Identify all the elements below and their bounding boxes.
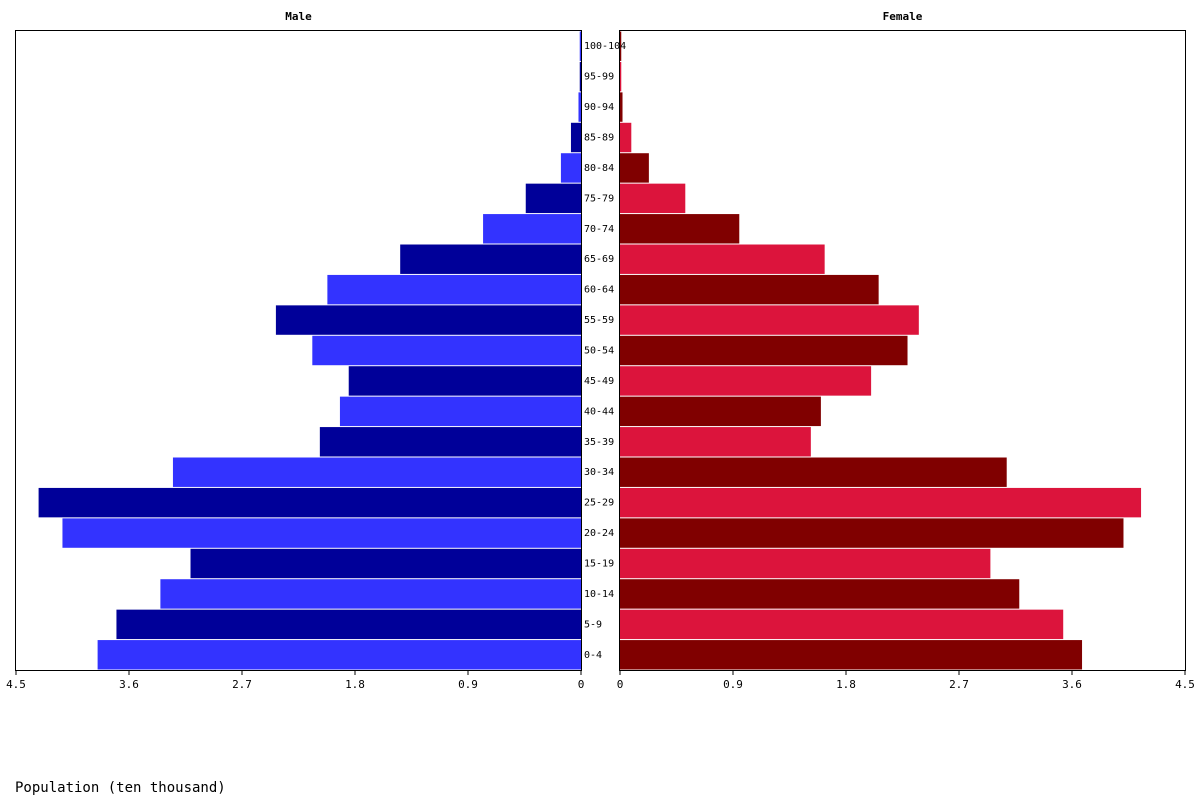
bar [620,122,632,153]
female-panel-frame [619,30,1186,671]
category-label: 25-29 [584,498,614,509]
bar [525,183,581,214]
x-tick-label: 0 [617,678,624,691]
category-label: 35-39 [584,437,614,448]
bar [327,274,581,305]
x-tick-label: 3.6 [119,678,139,691]
bar [620,61,622,92]
x-tick-label: 1.8 [836,678,856,691]
bar [38,487,582,518]
bar [620,640,1083,670]
bar [62,518,581,548]
bar [620,518,1124,548]
bar [620,153,649,183]
x-tick-label: 4.5 [1175,678,1195,691]
category-label: 0-4 [584,650,602,661]
bar [620,579,1020,609]
category-label: 55-59 [584,315,614,326]
bar [570,122,581,153]
bar [620,366,872,396]
category-label: 70-74 [584,224,614,235]
category-label: 15-19 [584,559,614,570]
bar [275,305,581,335]
panel-title: Male [285,10,312,23]
bar [620,427,811,457]
male-panel-frame [15,30,582,671]
panel-title: Female [883,10,923,23]
bar [578,92,581,122]
category-label: 85-89 [584,133,614,144]
bar [116,609,581,640]
category-label: 5-9 [584,619,602,630]
bar [620,609,1064,640]
category-label: 50-54 [584,346,614,357]
x-tick-label: 0 [578,678,585,691]
category-label: 95-99 [584,72,614,83]
bar [620,214,740,244]
category-label: 20-24 [584,528,614,539]
bar [160,579,581,609]
category-label: 75-79 [584,193,614,204]
bar [319,427,581,457]
category-label: 40-44 [584,406,614,417]
x-tick-label: 2.7 [949,678,969,691]
bar [620,487,1142,518]
bar [620,31,622,61]
bar [579,61,581,92]
bar [348,366,581,396]
bar [339,396,581,427]
x-axis-label: Population (ten thousand) [15,780,226,796]
bar [620,92,623,122]
bar [620,335,908,366]
bar [483,214,581,244]
category-label: 90-94 [584,102,614,113]
bar [400,244,581,274]
category-label: 30-34 [584,467,614,478]
bar [312,335,581,366]
bar [620,457,1007,487]
bar [620,305,919,335]
bar [620,274,879,305]
x-tick-label: 0.9 [458,678,478,691]
bar [579,31,581,61]
x-tick-label: 4.5 [6,678,26,691]
bar [620,396,821,427]
bar [172,457,581,487]
x-tick-label: 1.8 [345,678,365,691]
x-tick-label: 0.9 [723,678,743,691]
bar [620,244,825,274]
bar [620,183,686,214]
bar [560,153,581,183]
bar [620,548,991,579]
category-label: 100-104 [584,41,626,52]
category-label: 60-64 [584,285,614,296]
bar [190,548,581,579]
category-label: 80-84 [584,163,614,174]
category-label: 10-14 [584,589,614,600]
category-label: 65-69 [584,254,614,265]
x-tick-label: 3.6 [1062,678,1082,691]
category-label: 45-49 [584,376,614,387]
bar [97,640,581,670]
x-tick-label: 2.7 [232,678,252,691]
